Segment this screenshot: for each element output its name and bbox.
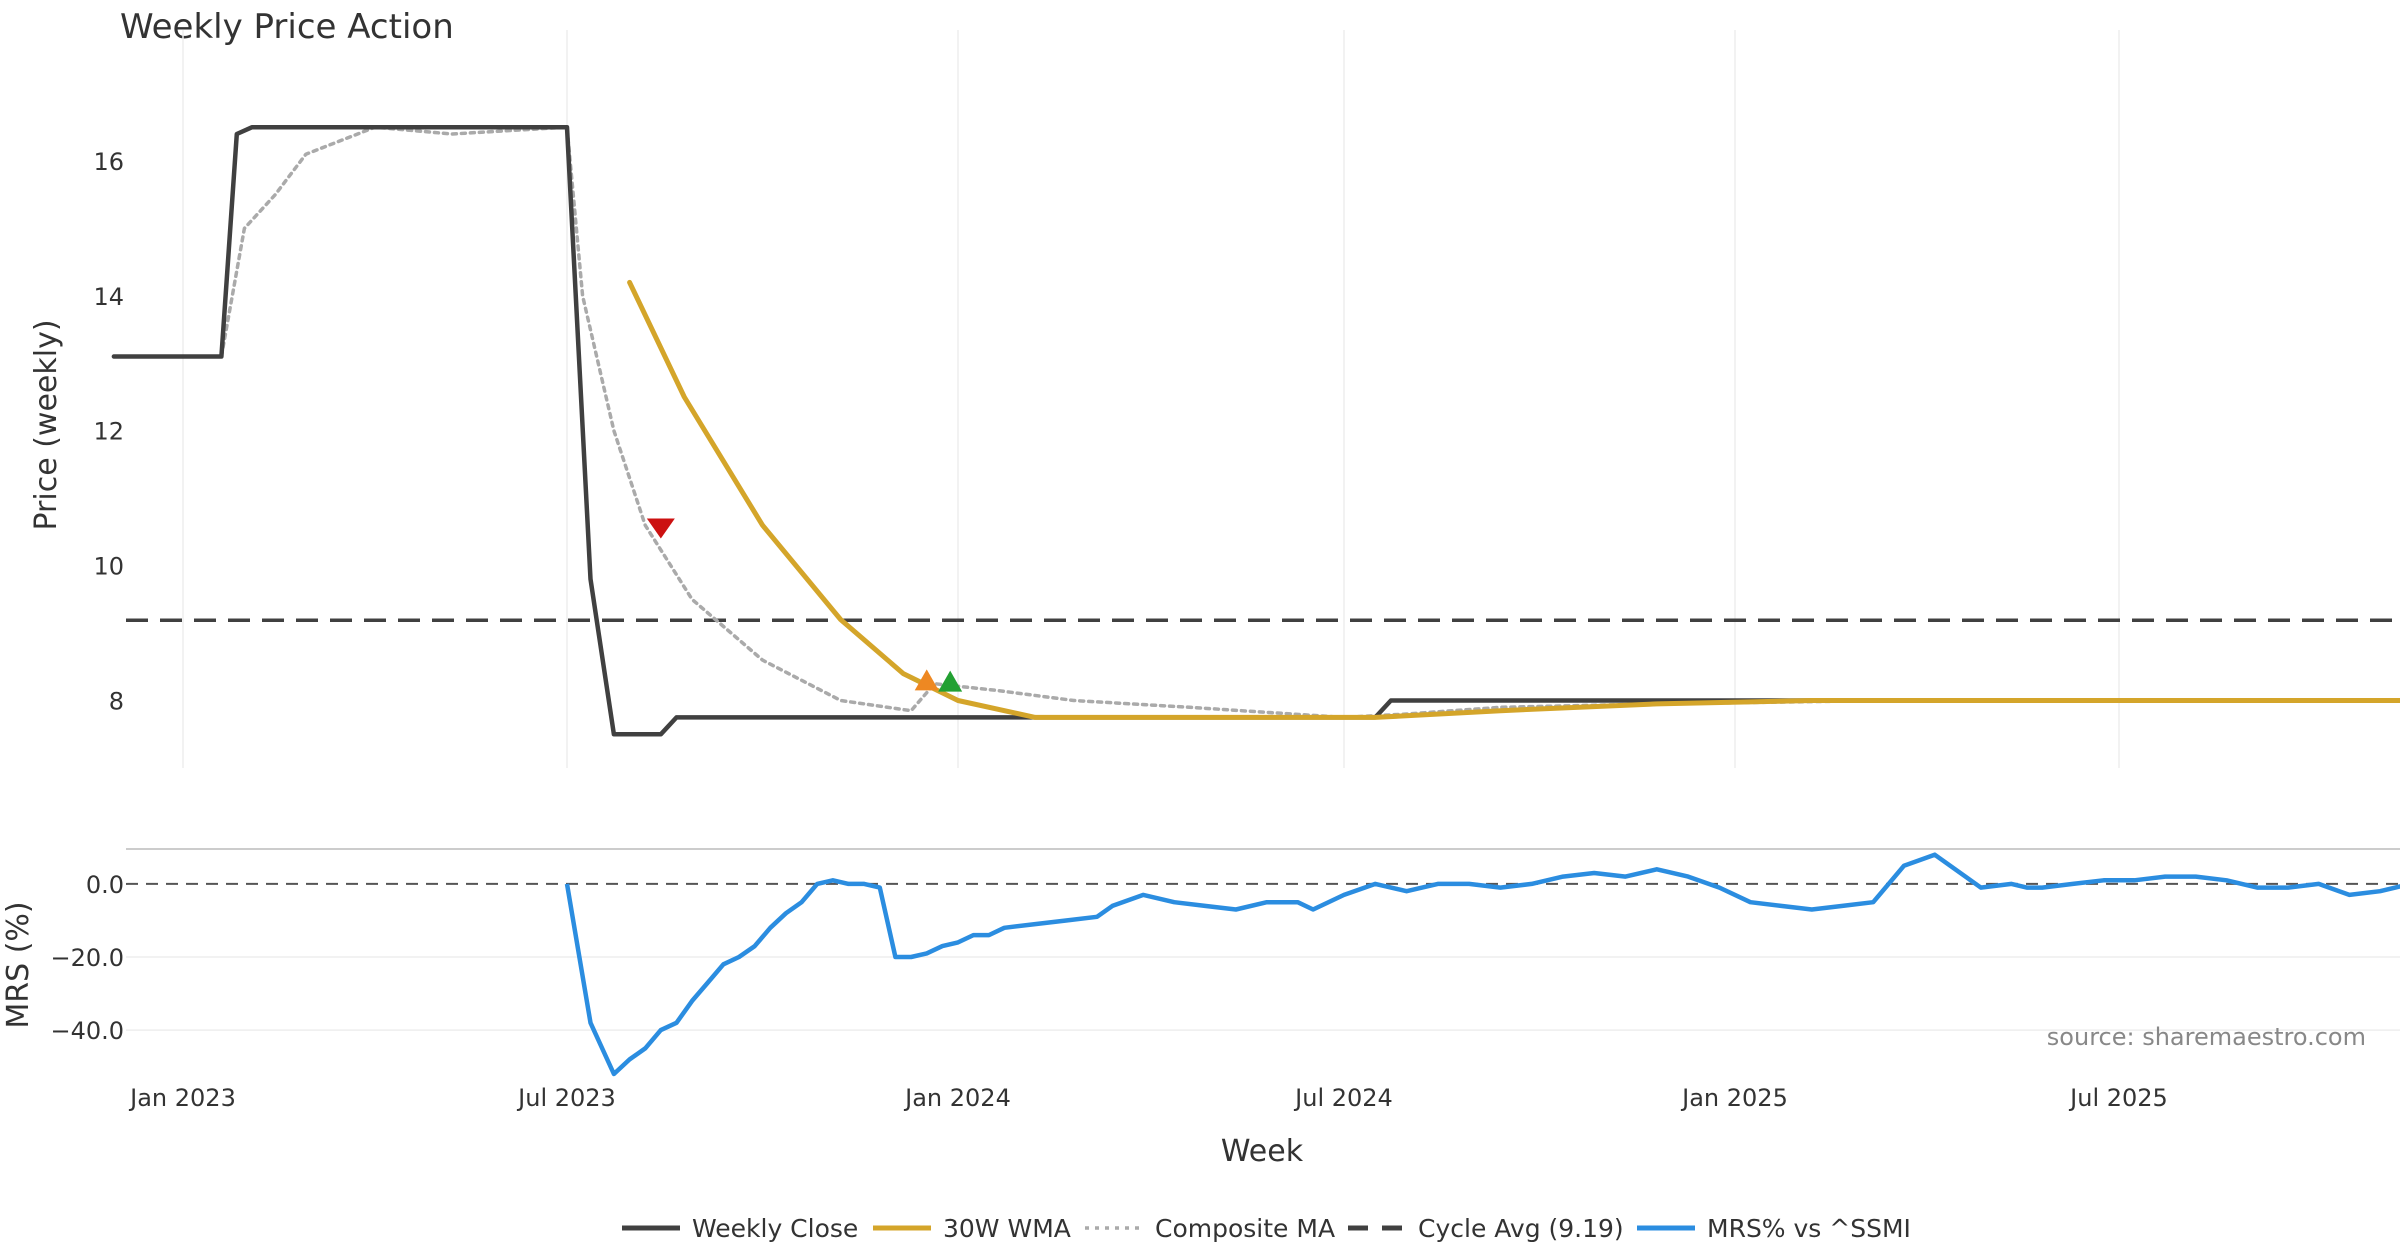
buy-signal-marker — [938, 670, 963, 692]
composite-ma-line — [112, 125, 2400, 720]
mrs-y-tick-label: 0.0 — [86, 871, 124, 899]
mrs-grid — [126, 882, 2400, 1031]
x-tick-label: Jan 2024 — [903, 1084, 1011, 1112]
price-grid — [182, 30, 2120, 768]
price-y-tick-label: 14 — [93, 283, 124, 311]
x-tick-label: Jan 2025 — [1680, 1084, 1788, 1112]
price-series — [111, 124, 2400, 737]
signal-markers — [646, 518, 963, 692]
legend: Weekly Close 30W WMA Composite MA Cycle Avg… — [622, 1214, 1911, 1243]
x-axis-label: Week — [1221, 1134, 1304, 1169]
price-y-tick-label: 10 — [93, 553, 124, 581]
legend-label: MRS% vs ^SSMI — [1707, 1214, 1911, 1243]
price-y-tick-label: 8 — [109, 688, 124, 716]
legend-label: Composite MA — [1155, 1214, 1335, 1243]
sell-signal-marker — [646, 518, 675, 539]
x-tick-label: Jul 2025 — [2068, 1084, 2168, 1112]
mrs-y-ticks: 0.0 −20.0 −40.0 — [50, 871, 124, 1045]
price-y-tick-label: 16 — [93, 148, 124, 176]
price-y-ticks: 8 10 12 14 16 — [93, 148, 124, 716]
x-tick-label: Jul 2023 — [516, 1084, 616, 1112]
price-y-tick-label: 12 — [93, 418, 124, 446]
legend-label: 30W WMA — [943, 1214, 1071, 1243]
x-tick-label: Jul 2024 — [1293, 1084, 1393, 1112]
buy-signal-marker — [914, 669, 939, 691]
mrs-y-tick-label: −40.0 — [50, 1017, 124, 1045]
mrs-y-axis-label: MRS (%) — [1, 901, 36, 1028]
weekly-close-line — [111, 124, 2400, 737]
legend-label: Cycle Avg (9.19) — [1418, 1214, 1624, 1243]
mrs-y-tick-label: −20.0 — [50, 944, 124, 972]
wma-30w-line — [627, 279, 2400, 720]
chart-title: Weekly Price Action — [120, 7, 454, 47]
price-y-axis-label: Price (weekly) — [29, 319, 64, 530]
x-tick-label: Jan 2023 — [128, 1084, 236, 1112]
legend-label: Weekly Close — [692, 1214, 858, 1243]
x-axis-ticks: Jan 2023 Jul 2023 Jan 2024 Jul 2024 Jan 2025… — [128, 1084, 2168, 1112]
mrs-series — [564, 852, 2400, 1077]
source-label: source: sharemaestro.com — [2047, 1023, 2366, 1051]
mrs-line — [564, 852, 2400, 1077]
